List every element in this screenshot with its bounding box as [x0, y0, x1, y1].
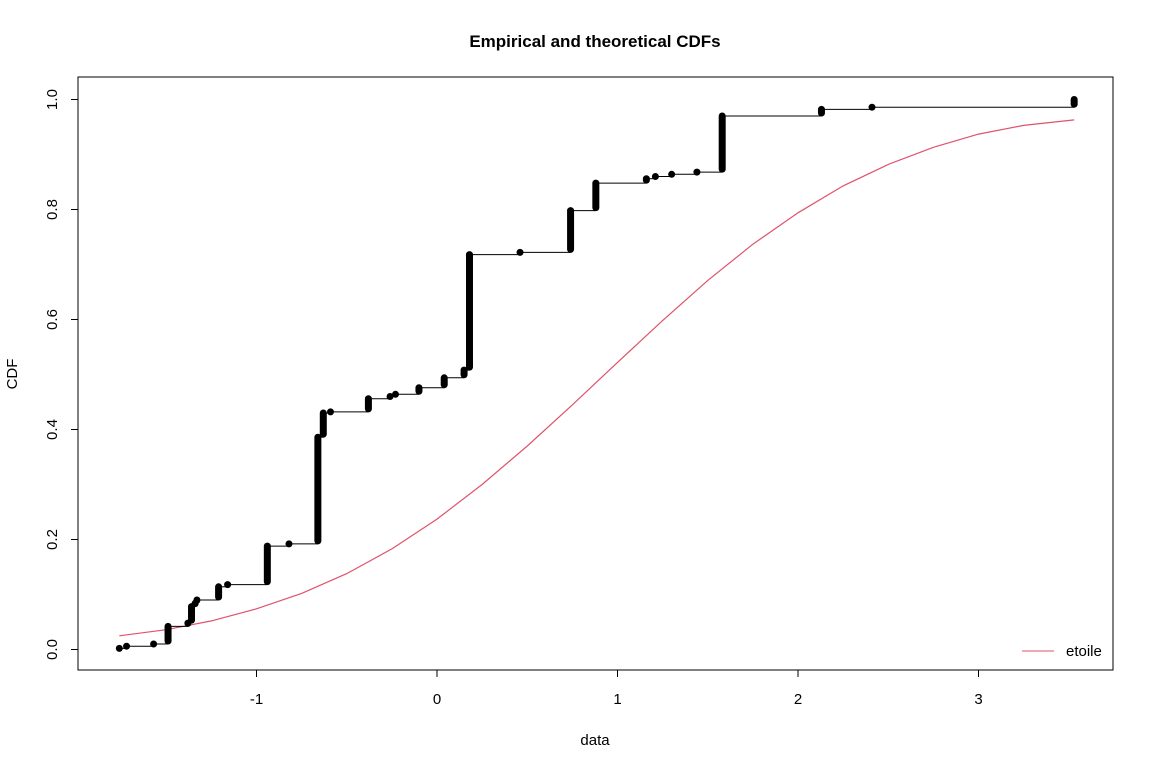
legend: etoile	[1022, 643, 1102, 660]
plot-area	[115, 96, 1078, 652]
empirical-point	[868, 103, 876, 111]
empirical-point	[391, 390, 399, 398]
plot-box	[77, 76, 1114, 671]
empirical-point	[224, 581, 232, 589]
x-tick-label: 0	[433, 691, 441, 708]
x-tick-label: 3	[974, 691, 982, 708]
empirical-point	[651, 173, 659, 180]
y-tick-label: 0.8	[44, 199, 61, 220]
empirical-point	[386, 393, 394, 400]
x-tick-label: 1	[613, 691, 621, 708]
y-tick-label: 1.0	[44, 89, 61, 110]
y-axis: 0.0 0.2 0.4 0.6 0.8 1.0	[44, 89, 79, 660]
empirical-point	[516, 248, 524, 256]
y-axis-label: CDF	[4, 359, 21, 390]
empirical-point	[285, 540, 293, 548]
x-tick-label: -1	[250, 691, 263, 708]
empirical-point	[693, 168, 701, 176]
theoretical-cdf-curve	[119, 119, 1075, 637]
y-tick-label: 0.6	[44, 309, 61, 330]
chart-title: Empirical and theoretical CDFs	[469, 32, 720, 51]
legend-label-etoile: etoile	[1066, 643, 1102, 660]
empirical-point	[668, 170, 676, 178]
empirical-point	[123, 642, 131, 650]
y-tick-label: 0.2	[44, 529, 61, 550]
empirical-point	[115, 644, 123, 652]
y-tick-label: 0.0	[44, 639, 61, 660]
x-axis-label: data	[580, 732, 610, 749]
empirical-point	[327, 408, 335, 416]
x-tick-label: 2	[794, 691, 802, 708]
empirical-point	[150, 640, 158, 648]
y-tick-label: 0.4	[44, 419, 61, 440]
x-axis: -1 0 1 2 3	[250, 669, 983, 708]
